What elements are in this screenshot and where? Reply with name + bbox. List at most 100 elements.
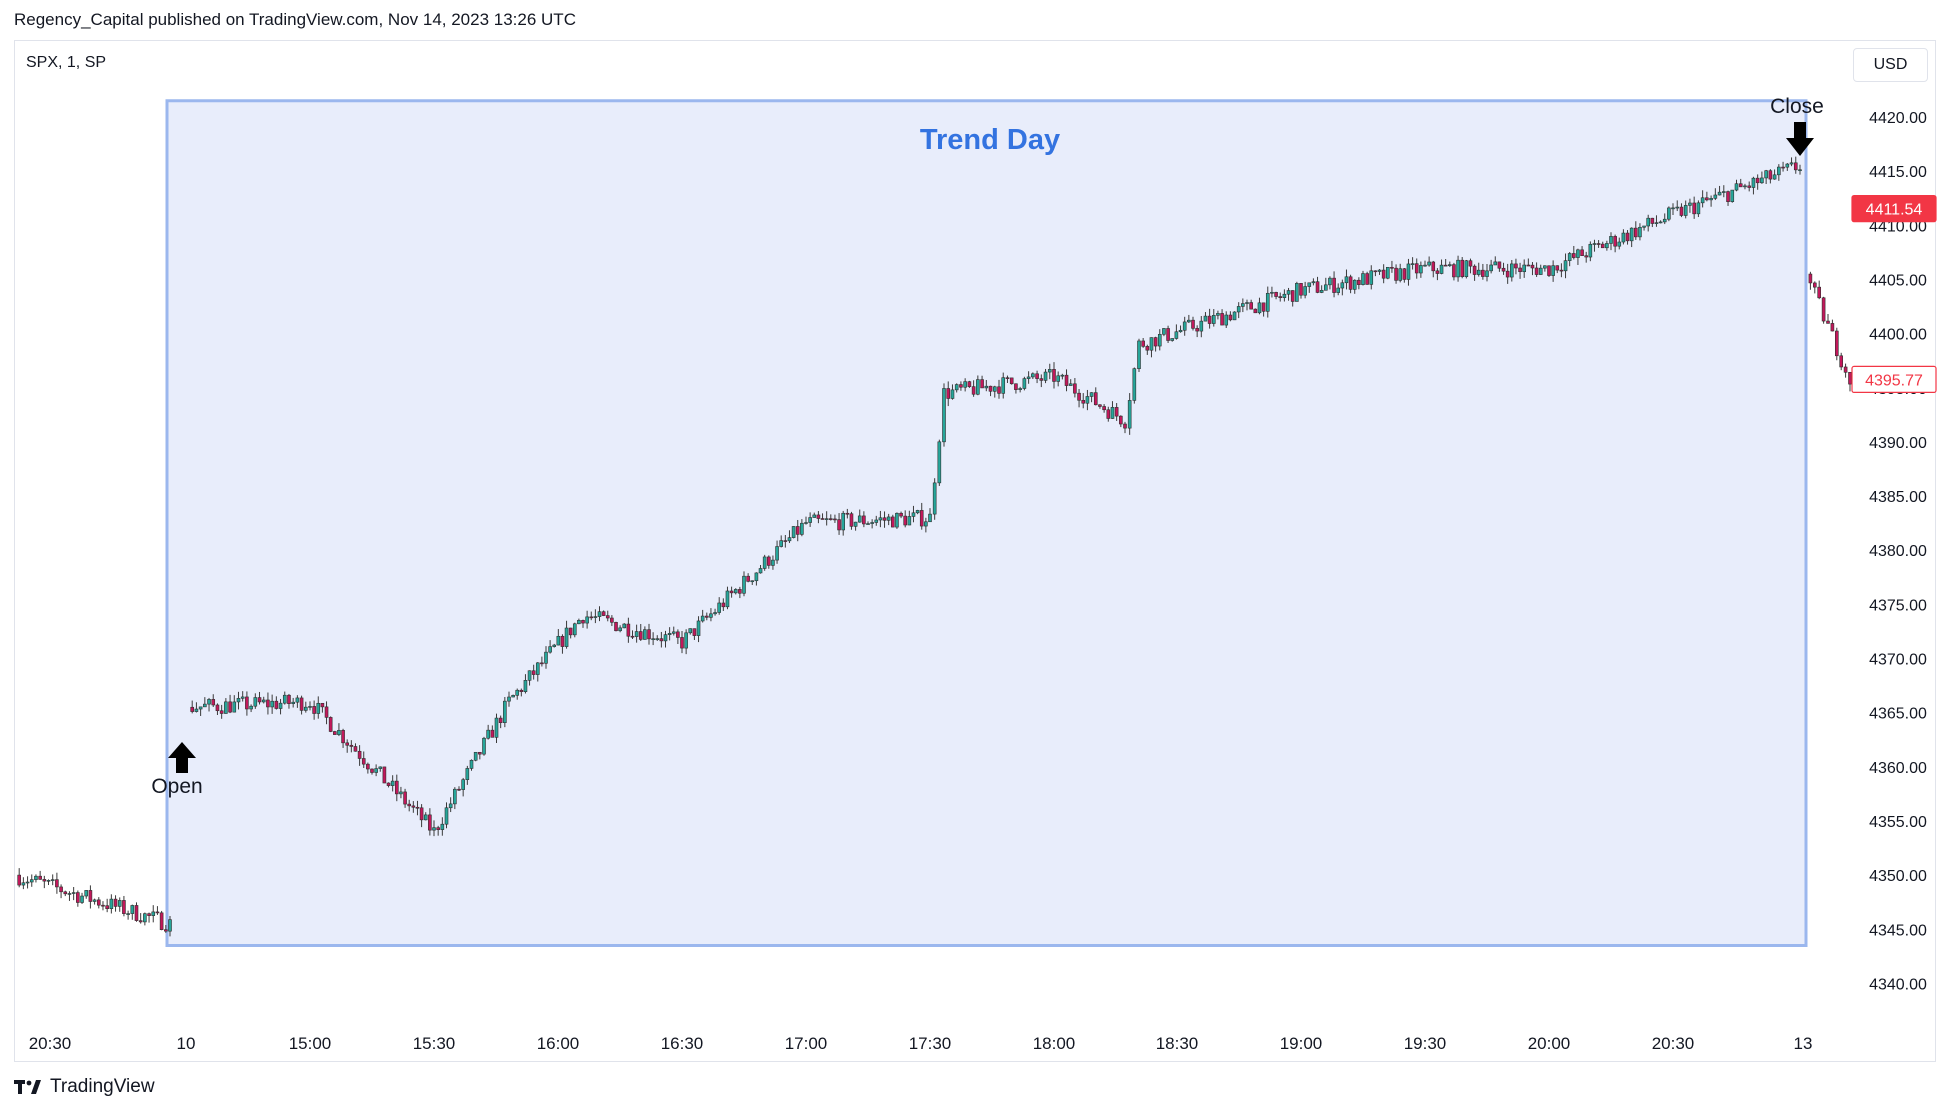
x-tick-label: 20:30 bbox=[1652, 1034, 1695, 1053]
candle-down bbox=[328, 717, 333, 732]
candle-up bbox=[270, 700, 274, 708]
candle-up bbox=[688, 628, 693, 634]
annotations-group: Open Close bbox=[151, 95, 1824, 798]
candle-down bbox=[1596, 243, 1601, 245]
y-tick-label: 4375.00 bbox=[1869, 597, 1927, 614]
x-tick-label: 20:00 bbox=[1528, 1034, 1571, 1053]
candle-up bbox=[1688, 202, 1692, 206]
candle-down bbox=[1039, 378, 1044, 381]
candle-down bbox=[862, 515, 866, 525]
chart-frame bbox=[14, 40, 1936, 1062]
x-tick-label: 13 bbox=[1794, 1034, 1813, 1053]
candle-up bbox=[1132, 368, 1137, 401]
candle-up bbox=[494, 717, 499, 738]
candle-down bbox=[1207, 315, 1212, 324]
candle-down bbox=[1102, 406, 1106, 411]
candle-down bbox=[403, 791, 407, 805]
candle-up bbox=[291, 701, 295, 704]
candle-up bbox=[448, 803, 453, 809]
candle-down bbox=[38, 875, 42, 880]
x-tick-label: 10 bbox=[177, 1034, 196, 1053]
candle-down bbox=[312, 706, 316, 714]
candle-up bbox=[1789, 162, 1794, 165]
candle-down bbox=[96, 899, 101, 906]
candle-up bbox=[1068, 383, 1073, 386]
y-tick-label: 4385.00 bbox=[1869, 489, 1927, 506]
candle-up bbox=[1658, 221, 1663, 224]
candle-down bbox=[1817, 286, 1821, 299]
candle-up bbox=[1336, 287, 1340, 293]
candle-up bbox=[1476, 269, 1481, 275]
candle-up bbox=[775, 546, 779, 561]
x-tick-label: 20:30 bbox=[29, 1034, 72, 1053]
candle-up bbox=[1303, 286, 1307, 296]
candle-down bbox=[122, 900, 126, 914]
time-axis[interactable]: 20:30 10 15:00 15:30 16:00 16:30 17:00 17:30 18:… bbox=[29, 1034, 1813, 1053]
candle-up bbox=[308, 706, 312, 708]
candle-up bbox=[907, 516, 912, 526]
currency-button[interactable]: USD bbox=[1853, 48, 1928, 82]
candle-down bbox=[419, 807, 424, 821]
candle-down bbox=[1768, 170, 1773, 180]
current-price-badge bbox=[1851, 365, 1937, 394]
candle-down bbox=[1738, 183, 1743, 188]
candle-up bbox=[976, 379, 980, 395]
candle-up bbox=[915, 510, 920, 514]
price-badge-label: 4395.77 bbox=[1865, 372, 1923, 389]
candle-up bbox=[779, 540, 784, 547]
candle-up bbox=[1576, 249, 1580, 258]
candle-up bbox=[808, 517, 812, 523]
candle-down bbox=[1826, 320, 1830, 324]
candle-down bbox=[1555, 265, 1560, 271]
candle-up bbox=[671, 631, 676, 634]
price-axis[interactable]: 4420.004415.004410.004405.004400.004395.… bbox=[1869, 110, 1927, 993]
candle-up bbox=[577, 620, 581, 625]
candle-down bbox=[820, 518, 825, 520]
candle-up bbox=[1282, 293, 1287, 298]
trend-day-highlight-box[interactable] bbox=[165, 99, 1808, 947]
candle-up bbox=[1110, 407, 1115, 419]
candle-up bbox=[473, 751, 478, 761]
candle-up bbox=[261, 699, 266, 703]
candle-down bbox=[55, 879, 59, 888]
candle-up bbox=[622, 623, 627, 629]
candle-down bbox=[1435, 270, 1440, 274]
candle-down bbox=[190, 706, 195, 712]
candle-down bbox=[1726, 191, 1730, 202]
candle-up bbox=[651, 638, 655, 641]
candle-up bbox=[1199, 320, 1204, 332]
candle-up bbox=[572, 623, 577, 636]
candle-down bbox=[1481, 269, 1485, 277]
candle-up bbox=[1683, 205, 1688, 216]
y-tick-label: 4420.00 bbox=[1869, 110, 1927, 127]
candle-up bbox=[1588, 243, 1593, 258]
candle-down bbox=[1679, 206, 1684, 216]
candle-down bbox=[101, 904, 105, 907]
candle-up bbox=[857, 515, 862, 523]
candle-up bbox=[1340, 282, 1345, 289]
candle-up bbox=[1667, 207, 1671, 220]
candle-up bbox=[552, 644, 557, 647]
candle-down bbox=[1390, 266, 1394, 269]
candle-up bbox=[523, 680, 528, 692]
candle-down bbox=[1468, 260, 1473, 267]
candle-down bbox=[1821, 297, 1826, 322]
candle-up bbox=[937, 441, 942, 484]
candle-up bbox=[963, 381, 967, 388]
candle-up bbox=[634, 631, 639, 637]
candle-down bbox=[266, 699, 270, 708]
candle-up bbox=[1270, 291, 1274, 294]
candle-down bbox=[478, 751, 482, 755]
candle-down bbox=[540, 662, 544, 665]
candle-up bbox=[1464, 260, 1469, 277]
candle-down bbox=[630, 635, 635, 638]
candle-down bbox=[1348, 276, 1353, 290]
tradingview-branding[interactable]: TradingView bbox=[14, 1076, 155, 1098]
y-tick-label: 4365.00 bbox=[1869, 706, 1927, 723]
candle-down bbox=[1261, 302, 1266, 312]
candle-up bbox=[548, 646, 552, 653]
candle-up bbox=[1001, 377, 1006, 394]
candle-down bbox=[783, 540, 788, 542]
candle-up bbox=[1410, 263, 1415, 265]
